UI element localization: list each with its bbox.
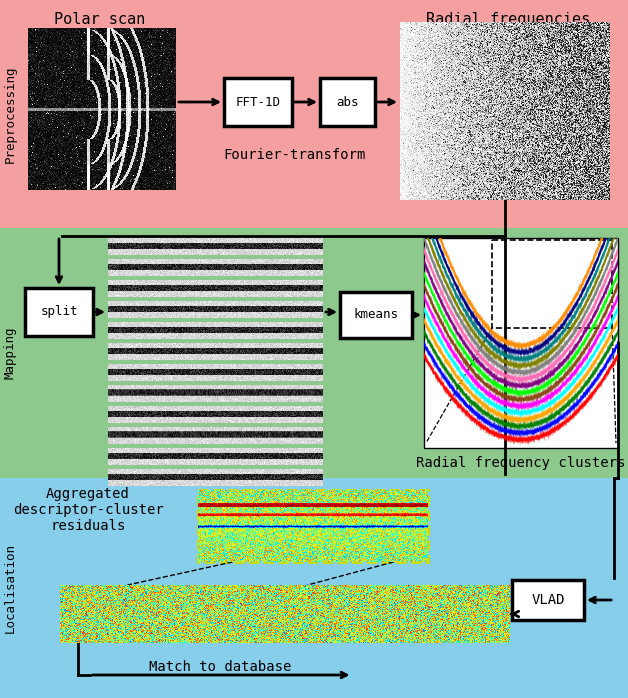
FancyBboxPatch shape	[224, 78, 292, 126]
Text: split: split	[40, 306, 78, 318]
Text: VLAD: VLAD	[531, 593, 565, 607]
Text: Aggregated
descriptor-cluster
residuals: Aggregated descriptor-cluster residuals	[13, 487, 163, 533]
Bar	[0, 0, 628, 228]
Text: Mapping: Mapping	[4, 327, 16, 379]
Text: Localisation: Localisation	[4, 543, 16, 633]
Text: abs: abs	[336, 96, 359, 108]
Text: Preprocessing: Preprocessing	[4, 65, 16, 163]
Text: Match to database: Match to database	[149, 660, 291, 674]
Text: Fourier-transform: Fourier-transform	[224, 148, 366, 162]
Text: Polar scan: Polar scan	[55, 12, 146, 27]
FancyBboxPatch shape	[25, 288, 93, 336]
Bar	[492, 240, 612, 328]
FancyBboxPatch shape	[320, 78, 375, 126]
FancyBboxPatch shape	[340, 292, 412, 338]
Bar	[424, 238, 618, 448]
Bar	[0, 478, 628, 698]
Text: Radial frequencies: Radial frequencies	[426, 12, 590, 27]
Text: Radial frequency clusters: Radial frequency clusters	[416, 456, 625, 470]
Bar	[0, 228, 628, 478]
Text: kmeans: kmeans	[354, 309, 399, 322]
FancyBboxPatch shape	[512, 580, 584, 620]
Text: FFT-1D: FFT-1D	[236, 96, 281, 108]
Bar	[198, 490, 428, 562]
